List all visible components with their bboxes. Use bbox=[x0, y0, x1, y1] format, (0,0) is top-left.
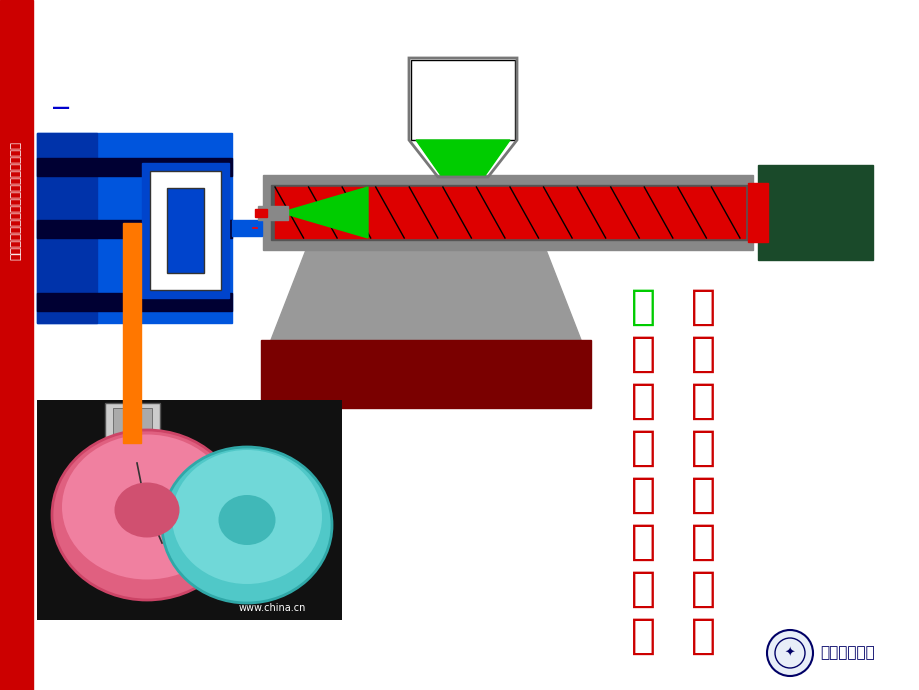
Text: 聚合物新型成型装备国家工程研究中心: 聚合物新型成型装备国家工程研究中心 bbox=[9, 141, 22, 259]
Text: 却: 却 bbox=[690, 474, 715, 516]
Text: 顶: 顶 bbox=[630, 615, 654, 657]
Text: 后: 后 bbox=[630, 521, 654, 563]
Text: 冷: 冷 bbox=[630, 474, 654, 516]
Text: 华南理工大学: 华南理工大学 bbox=[819, 646, 874, 660]
Bar bbox=[37, 133, 96, 323]
Text: 移: 移 bbox=[690, 333, 715, 375]
Bar bbox=[232, 220, 262, 236]
Text: 前: 前 bbox=[630, 333, 654, 375]
Ellipse shape bbox=[162, 447, 332, 603]
Bar bbox=[142, 163, 229, 298]
Polygon shape bbox=[280, 187, 368, 238]
Bar bbox=[150, 171, 221, 290]
Text: 射: 射 bbox=[690, 380, 715, 422]
Text: ✦: ✦ bbox=[784, 647, 794, 660]
Text: 模: 模 bbox=[690, 568, 715, 610]
Circle shape bbox=[766, 630, 812, 676]
Ellipse shape bbox=[172, 450, 322, 584]
Text: 锁: 锁 bbox=[630, 286, 654, 328]
Bar bbox=[37, 400, 342, 620]
Polygon shape bbox=[271, 250, 581, 340]
Bar bbox=[271, 185, 752, 240]
Bar bbox=[255, 208, 267, 217]
Bar bbox=[261, 340, 590, 408]
Text: —: — bbox=[52, 99, 70, 117]
Bar bbox=[167, 188, 204, 273]
Ellipse shape bbox=[114, 482, 179, 538]
Bar bbox=[37, 133, 232, 323]
Text: 移: 移 bbox=[690, 521, 715, 563]
Text: 压: 压 bbox=[690, 427, 715, 469]
Bar bbox=[263, 175, 752, 250]
Ellipse shape bbox=[219, 495, 275, 545]
Ellipse shape bbox=[62, 435, 232, 580]
Bar bbox=[747, 183, 767, 242]
Bar bbox=[257, 206, 288, 219]
Text: 出: 出 bbox=[690, 615, 715, 657]
Bar bbox=[411, 60, 515, 140]
Text: www.china.cn: www.china.cn bbox=[238, 603, 305, 613]
Bar bbox=[275, 187, 744, 238]
Text: 保: 保 bbox=[630, 427, 654, 469]
Text: 螺: 螺 bbox=[690, 286, 715, 328]
Bar bbox=[0, 0, 33, 690]
Bar bbox=[123, 223, 141, 443]
Bar bbox=[113, 408, 152, 458]
Polygon shape bbox=[415, 140, 509, 177]
Text: 注: 注 bbox=[630, 380, 654, 422]
Bar bbox=[37, 220, 232, 238]
Bar bbox=[105, 403, 160, 463]
Bar bbox=[757, 165, 872, 260]
Ellipse shape bbox=[52, 430, 242, 600]
Bar bbox=[37, 158, 232, 176]
Bar bbox=[37, 293, 232, 311]
Text: 开: 开 bbox=[630, 568, 654, 610]
